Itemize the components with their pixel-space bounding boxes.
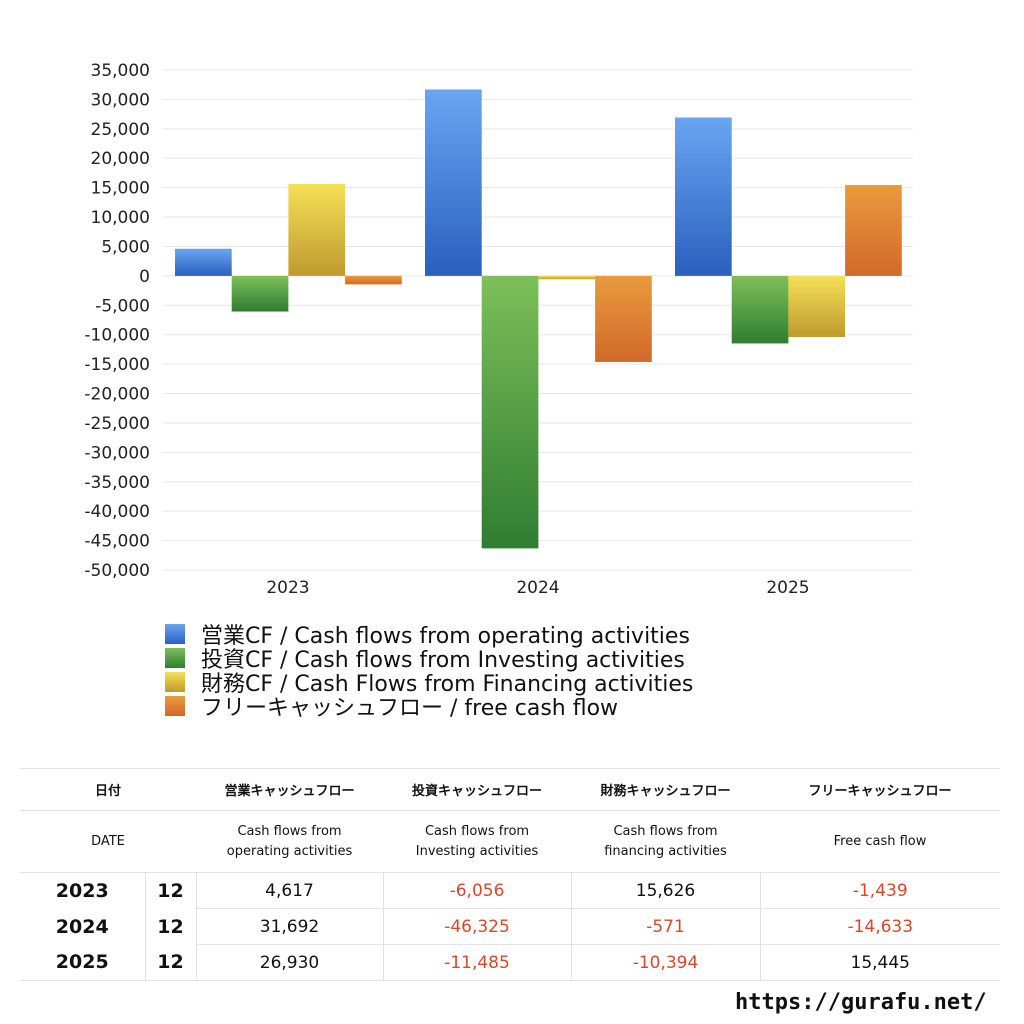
cell-fin: -571: [570, 908, 760, 945]
legend-label: 財務CF / Cash Flows from Financing activit…: [201, 672, 694, 697]
legend-item-financing: 財務CF / Cash Flows from Financing activit…: [165, 670, 693, 697]
legend-swatch: [165, 672, 185, 692]
subheader-line: Cash flows from: [424, 823, 530, 839]
cell-op: 26,930: [195, 944, 383, 981]
cell-inv: -11,485: [382, 944, 571, 981]
cell-month: 12: [144, 908, 196, 945]
y-tick-label: 35,000: [91, 61, 150, 81]
header-financing: 財務キャッシュフロー: [571, 768, 760, 811]
cell-month: 12: [144, 944, 196, 981]
subheader-line: financing activities: [604, 843, 727, 859]
legend-swatch: [165, 624, 185, 644]
legend-swatch: [165, 696, 185, 716]
cell-fin: 15,626: [570, 872, 760, 909]
table-row: 2024 12 31,692 -46,325 -571 -14,633: [20, 908, 1000, 945]
bar: [231, 275, 289, 312]
cell-year: 2025: [55, 951, 109, 974]
cell-year: 2023: [55, 879, 109, 902]
legend-label: 投資CF / Cash flows from Investing activit…: [201, 648, 685, 673]
cell-inv: -46,325: [382, 908, 571, 945]
subheader-line: Investing activities: [415, 843, 539, 859]
legend-item-investing: 投資CF / Cash flows from Investing activit…: [165, 646, 693, 673]
bar: [595, 275, 652, 362]
bar: [845, 185, 902, 276]
header-operating: 営業キャッシュフロー: [196, 768, 383, 811]
y-tick-label: -45,000: [84, 532, 150, 552]
y-tick-label: 20,000: [91, 149, 150, 169]
bar: [675, 117, 732, 276]
bar: [481, 275, 539, 549]
site-url: https://gurafu.net/: [735, 990, 987, 1015]
subheader-line: Cash flows from: [237, 823, 342, 839]
bar: [175, 248, 232, 276]
y-tick-label: 25,000: [91, 120, 150, 140]
y-tick-label: -5,000: [95, 296, 150, 316]
x-tick-label: 2023: [266, 578, 309, 598]
subheader-operating: Cash flows from operating activities: [196, 810, 383, 873]
bar-chart: -50,000 -45,000 -40,000 -35,000 -30,000 -25,0…: [84, 61, 913, 598]
cell-month: 12: [144, 872, 196, 909]
cell-free: -1,439: [759, 872, 1000, 909]
header-investing: 投資キャッシュフロー: [383, 768, 571, 811]
legend-label: 営業CF / Cash flows from operating activit…: [201, 624, 690, 649]
subheader-line: operating activities: [226, 843, 353, 859]
y-tick-label: -15,000: [84, 355, 150, 375]
cell-op: 31,692: [195, 908, 383, 945]
chart-legend: 営業CF / Cash flows from operating activit…: [165, 622, 693, 721]
cell-year: 2024: [55, 915, 109, 938]
x-tick-label: 2025: [766, 578, 809, 598]
y-tick-label: -30,000: [84, 443, 150, 463]
cell-op: 4,617: [195, 872, 383, 909]
y-tick-label: -35,000: [84, 473, 150, 493]
subheader-investing: Cash flows from Investing activities: [383, 810, 571, 873]
bar: [345, 275, 402, 285]
y-tick-label: -10,000: [84, 326, 150, 346]
y-tick-label: 5,000: [101, 237, 150, 257]
cell-inv: -6,056: [382, 872, 571, 909]
table-row: 2025 12 26,930 -11,485 -10,394 15,445: [20, 944, 1000, 981]
y-tick-label: -25,000: [84, 414, 150, 434]
legend-item-free: フリーキャッシュフロー / free cash flow: [165, 694, 693, 721]
header-date: 日付: [20, 768, 196, 811]
legend-label: フリーキャッシュフロー / free cash flow: [201, 696, 619, 721]
header-free: フリーキャッシュフロー: [760, 768, 1000, 811]
legend-swatch: [165, 648, 185, 668]
table-row: 2023 12 4,617 -6,056 15,626 -1,439: [20, 872, 1000, 909]
cell-fin: -10,394: [570, 944, 760, 981]
y-tick-label: -50,000: [84, 561, 150, 581]
cell-free: 15,445: [759, 944, 1000, 981]
bar: [425, 89, 482, 276]
subheader-date: DATE: [20, 810, 196, 873]
subheader-line: Cash flows from: [613, 823, 718, 839]
x-tick-label: 2024: [516, 578, 559, 598]
bar: [288, 183, 346, 276]
y-tick-label: 30,000: [91, 90, 150, 110]
subheader-financing: Cash flows from financing activities: [571, 810, 760, 873]
subheader-free: Free cash flow: [760, 810, 1000, 873]
cashflow-table: 日付 営業キャッシュフロー 投資キャッシュフロー 財務キャッシュフロー フリーキ…: [20, 768, 1000, 981]
bar: [788, 275, 846, 338]
y-tick-label: -40,000: [84, 502, 150, 522]
legend-item-operating: 営業CF / Cash flows from operating activit…: [165, 622, 693, 649]
y-tick-label: -20,000: [84, 385, 150, 405]
y-tick-label: 0: [139, 267, 150, 287]
bar: [538, 275, 596, 280]
cell-free: -14,633: [759, 908, 1000, 945]
y-tick-label: 15,000: [91, 179, 150, 199]
bar: [731, 275, 789, 344]
y-tick-label: 10,000: [91, 208, 150, 228]
